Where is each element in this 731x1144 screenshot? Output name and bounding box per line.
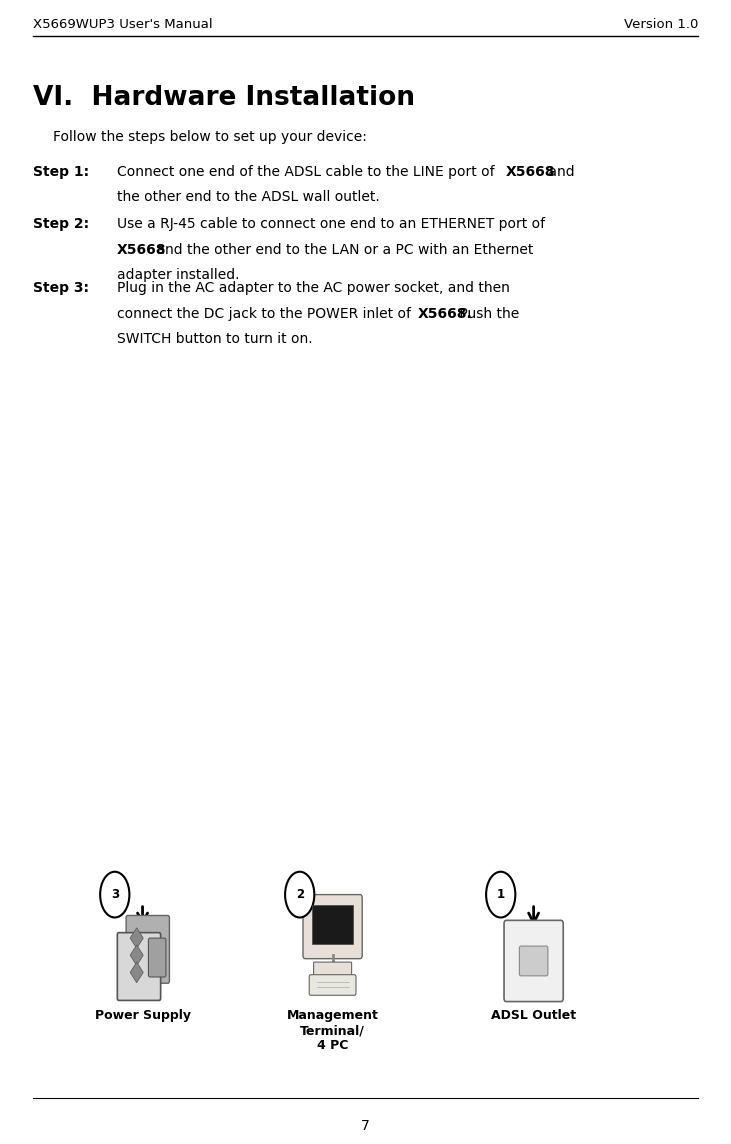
Text: Follow the steps below to set up your device:: Follow the steps below to set up your de… — [53, 130, 366, 144]
Text: adapter installed.: adapter installed. — [117, 268, 240, 281]
FancyBboxPatch shape — [148, 938, 166, 977]
Text: Push the: Push the — [455, 307, 520, 320]
Text: SWITCH button to turn it on.: SWITCH button to turn it on. — [117, 332, 313, 345]
Text: ADSL Outlet: ADSL Outlet — [491, 1009, 576, 1022]
Text: Step 3:: Step 3: — [33, 281, 89, 295]
Text: Plug in the AC adapter to the AC power socket, and then: Plug in the AC adapter to the AC power s… — [117, 281, 510, 295]
Text: Management
Terminal/
4 PC: Management Terminal/ 4 PC — [287, 1009, 379, 1052]
Circle shape — [100, 872, 129, 917]
FancyBboxPatch shape — [519, 946, 548, 976]
Text: X5668: X5668 — [117, 243, 167, 256]
Circle shape — [285, 872, 314, 917]
Text: connect the DC jack to the POWER inlet of: connect the DC jack to the POWER inlet o… — [117, 307, 415, 320]
Text: Step 2:: Step 2: — [33, 217, 89, 231]
Text: X5668: X5668 — [506, 165, 556, 178]
Text: Use a RJ-45 cable to connect one end to an ETHERNET port of: Use a RJ-45 cable to connect one end to … — [117, 217, 545, 231]
Polygon shape — [130, 928, 143, 948]
Text: X5668.: X5668. — [417, 307, 472, 320]
FancyBboxPatch shape — [126, 915, 170, 983]
FancyBboxPatch shape — [309, 975, 356, 995]
Text: 2: 2 — [295, 888, 304, 901]
Text: X5669WUP3 User's Manual: X5669WUP3 User's Manual — [33, 18, 213, 32]
FancyBboxPatch shape — [117, 932, 161, 1000]
Polygon shape — [130, 945, 143, 966]
Text: Version 1.0: Version 1.0 — [624, 18, 698, 32]
FancyBboxPatch shape — [314, 962, 352, 976]
Text: Connect one end of the ADSL cable to the LINE port of: Connect one end of the ADSL cable to the… — [117, 165, 499, 178]
FancyBboxPatch shape — [312, 905, 353, 944]
FancyBboxPatch shape — [303, 895, 363, 959]
Text: 1: 1 — [496, 888, 505, 901]
Text: Power Supply: Power Supply — [94, 1009, 191, 1022]
Text: VI.  Hardware Installation: VI. Hardware Installation — [33, 85, 415, 111]
FancyBboxPatch shape — [504, 920, 563, 1002]
Polygon shape — [130, 962, 143, 983]
Text: the other end to the ADSL wall outlet.: the other end to the ADSL wall outlet. — [117, 190, 379, 204]
Text: and: and — [544, 165, 575, 178]
Text: 7: 7 — [361, 1119, 370, 1133]
Text: and the other end to the LAN or a PC with an Ethernet: and the other end to the LAN or a PC wit… — [152, 243, 534, 256]
Circle shape — [486, 872, 515, 917]
Text: Step 1:: Step 1: — [33, 165, 89, 178]
Text: 3: 3 — [110, 888, 119, 901]
